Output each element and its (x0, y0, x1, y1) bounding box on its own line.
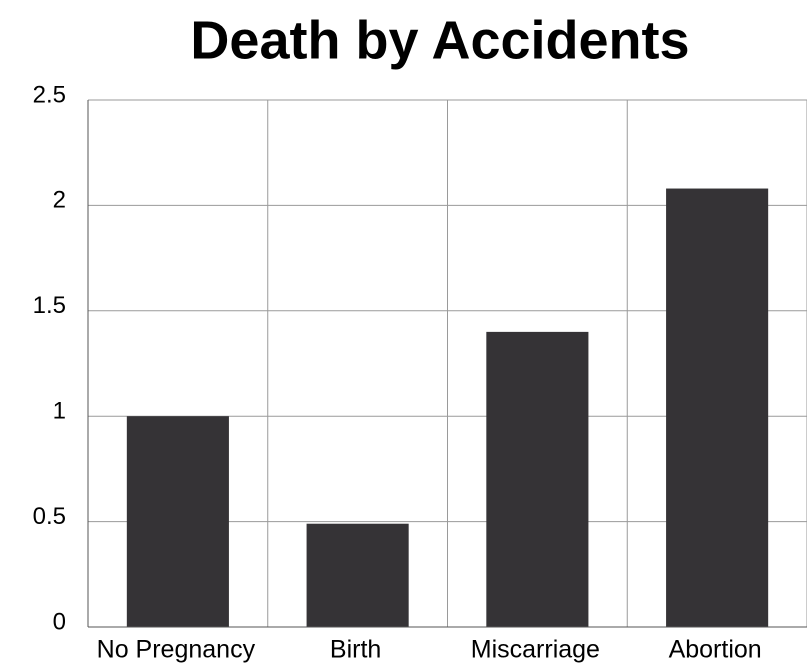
x-tick-label: Abortion (669, 636, 762, 664)
bar (666, 188, 769, 627)
y-tick-label: 2 (53, 187, 66, 214)
x-tick-label: No Pregnancy (97, 636, 256, 664)
y-tick-label: 0.5 (33, 503, 66, 530)
y-tick-label: 1 (53, 398, 66, 425)
x-tick-label: Miscarriage (471, 636, 600, 664)
chart-title: Death by Accidents (190, 10, 689, 70)
y-tick-label: 0 (53, 608, 66, 635)
x-tick-label: Birth (330, 636, 381, 664)
y-tick-label: 2.5 (33, 81, 66, 108)
bar (126, 416, 229, 627)
bar (306, 523, 409, 627)
y-tick-label: 1.5 (33, 292, 66, 319)
bar (486, 331, 589, 627)
